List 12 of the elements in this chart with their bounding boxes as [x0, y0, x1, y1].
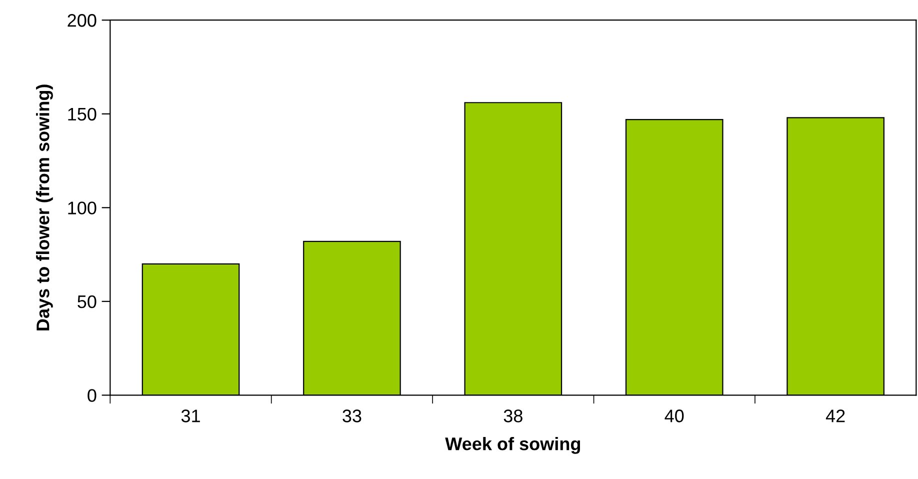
x-tick-label: 40 [664, 410, 684, 422]
y-tick-label: 150 [68, 108, 96, 121]
y-tick-label: 200 [68, 14, 96, 27]
y-tick-label: 50 [78, 295, 96, 308]
x-tick-label: 38 [504, 410, 522, 422]
x-tick-label: 42 [826, 410, 845, 422]
y-tick-label: 0 [88, 389, 96, 402]
x-axis-title: Week of sowing [445, 437, 580, 454]
x-tick-label: 33 [342, 410, 362, 422]
x-tick-label: 31 [181, 410, 200, 422]
y-tick-label: 100 [68, 202, 96, 214]
y-axis-title: Days to flower (from sowing) [36, 84, 53, 330]
